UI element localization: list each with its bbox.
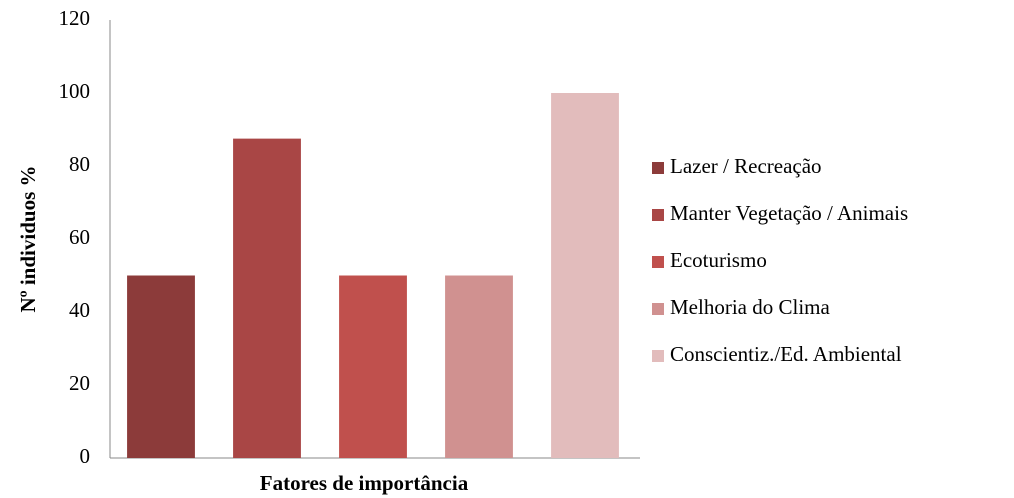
bar (339, 275, 407, 458)
y-tick-label: 60 (69, 225, 90, 249)
bar (551, 93, 619, 458)
legend-swatch (652, 209, 664, 221)
legend-label: Conscientiz./Ed. Ambiental (670, 342, 902, 366)
legend-swatch (652, 303, 664, 315)
legend-swatch (652, 350, 664, 362)
legend-label: Manter Vegetação / Animais (670, 201, 908, 225)
x-axis-label: Fatores de importância (260, 471, 469, 495)
y-tick-label: 120 (59, 6, 91, 30)
y-tick-label: 80 (69, 152, 90, 176)
legend-label: Melhoria do Clima (670, 295, 830, 319)
y-tick-label: 20 (69, 371, 90, 395)
y-tick-label: 100 (59, 79, 91, 103)
legend-label: Ecoturismo (670, 248, 767, 272)
bar (233, 138, 301, 458)
y-tick-label: 0 (80, 444, 91, 468)
y-axis-label: Nº individuos % (16, 166, 40, 313)
legend-label: Lazer / Recreação (670, 154, 822, 178)
legend-swatch (652, 162, 664, 174)
legend-swatch (652, 256, 664, 268)
y-tick-label: 40 (69, 298, 90, 322)
bar (127, 275, 195, 458)
bar (445, 275, 513, 458)
